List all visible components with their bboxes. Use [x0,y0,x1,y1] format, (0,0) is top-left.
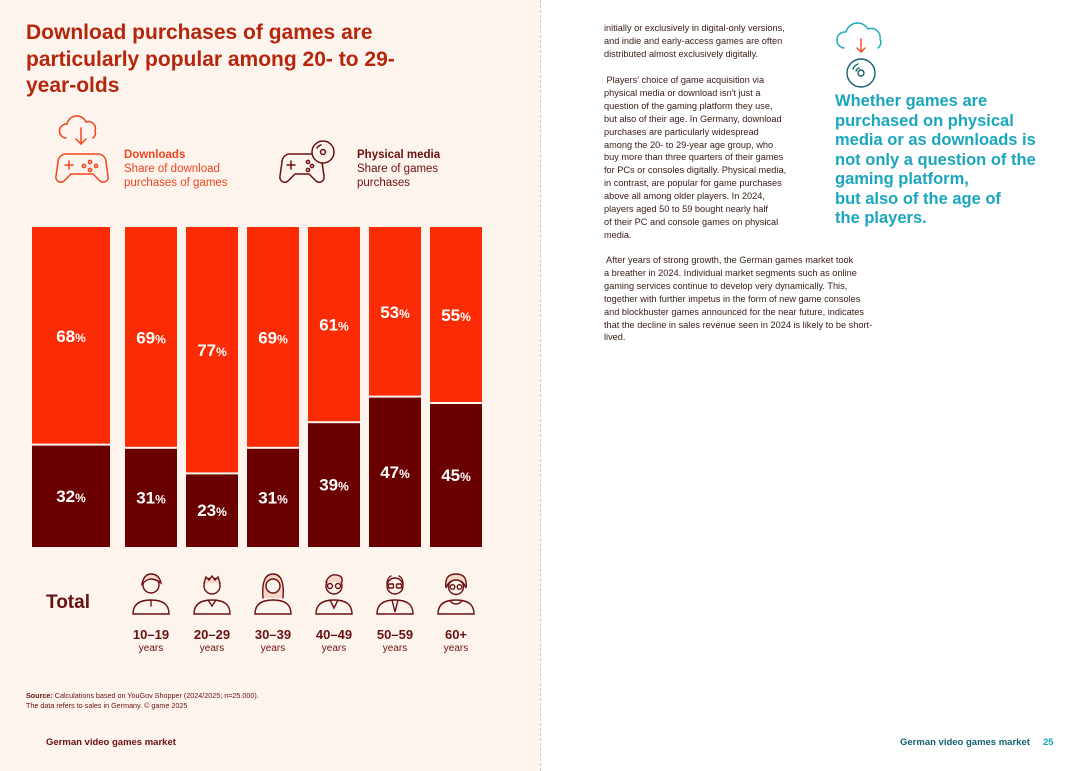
text-line: buy more than three quarters of their ga… [604,152,784,163]
text-line: and blockbuster games announced for the … [604,306,864,317]
legend-physical-desc-2: purchases [357,177,411,189]
data-label-downloads: 77% [197,341,227,360]
age-label-10-19: 10–19 years [132,627,170,654]
body-paragraph-1: initially or exclusively in digital-only… [604,22,809,61]
bar-downloads [369,227,421,396]
person-older-man-icon [376,575,414,615]
bar-physical [125,448,177,547]
text-line: that the decline in sales revenue seen i… [604,319,873,330]
age-label-60-plus: 60+ years [443,627,469,654]
bar-downloads [186,227,238,473]
data-label-physical: 45% [441,466,471,485]
text-line: gaming services continue to develop very… [604,280,848,291]
text-line: purchases are particularly widespread [604,126,759,137]
data-label-downloads: 69% [136,328,166,347]
bar-downloads [247,227,299,447]
text-line: of their PC and console games on physica… [604,216,779,227]
text-line: among the 20- to 29-year age group, who [604,139,774,150]
bar-downloads [125,227,177,447]
pull-quote: Whether games are purchased on physical … [835,92,1036,227]
age-label-40-49: 40–49 years [315,627,353,654]
page-divider [540,0,541,771]
data-label-downloads: 69% [258,328,288,347]
legend-downloads: Downloads Share of download purchases of… [52,114,292,194]
gamepad-download-icon [55,115,109,183]
bar-physical [186,474,238,547]
data-label-downloads: 68% [56,327,86,346]
legend-physical-title: Physical media [357,149,441,161]
footer-left: German video games market [46,737,176,748]
person-young-man-icon [193,574,231,615]
text-line: together with further impetus in the for… [604,293,861,304]
legend-downloads-desc-1: Share of download [124,163,220,175]
age-label-50-59: 50–59 years [376,627,414,654]
text-line: Players' choice of game acquisition via [604,75,765,85]
bar-downloads [32,227,110,444]
text-line: question of the gaming platform they use… [604,100,773,111]
source-note: Source: Calculations based on YouGov Sho… [26,691,259,710]
age-label-20-29: 20–29 years [193,627,231,654]
cloud-download-disc-icon [836,22,882,88]
text-line: initially or exclusively in digital-only… [604,23,785,33]
text-line: but also of their age. In Germany, downl… [604,113,782,124]
text-line: lived. [604,332,626,343]
bar-downloads [308,227,360,422]
data-label-physical: 23% [197,501,227,520]
text-line: physical media or download isn't just a [604,87,761,98]
data-label-physical: 32% [56,487,86,506]
text-line: players aged 50 to 59 bought nearly half [604,204,768,215]
data-label-downloads: 53% [380,303,410,322]
bar-physical [308,423,360,547]
data-label-physical: 47% [380,463,410,482]
data-label-physical: 31% [258,488,288,507]
data-label-downloads: 55% [441,306,471,325]
person-teen-icon [132,573,170,615]
total-label: Total [46,592,90,613]
gamepad-disc-icon [279,140,335,183]
text-line: above all among older players. In 2024, [604,191,765,202]
right-page: initially or exclusively in digital-only… [541,0,1080,771]
text-line: a breather in 2024. Individual market se… [604,267,857,278]
chart-title: Download purchases of games are particul… [26,21,395,97]
legend-physical-desc-1: Share of games [357,163,439,175]
data-label-physical: 39% [319,476,349,495]
text-line: media. [604,229,632,240]
bar-physical [369,397,421,547]
person-older-woman-icon [437,573,475,615]
bar-physical [247,448,299,547]
body-paragraph-3: After years of strong growth, the German… [604,254,904,344]
body-paragraph-2: Players' choice of game acquisition via p… [604,74,809,242]
age-label-30-39: 30–39 years [254,627,292,654]
person-woman-icon [254,573,292,615]
text-line: in contrast, are popular for game purcha… [604,178,782,189]
stacked-bar-chart: 68% 32% 69% 31% 77% 23% 69% 31% 61% 39% 53% 47% 55% 4… [32,227,482,547]
person-man-glasses-icon [315,574,353,615]
data-label-downloads: 61% [319,316,349,335]
data-label-physical: 31% [136,488,166,507]
text-line: After years of strong growth, the German… [604,255,854,265]
bar-downloads [430,227,482,402]
left-page: Download purchases of games are particul… [0,0,540,771]
page-number: 25 [1043,737,1054,748]
text-line: distributed almost exclusively digitally… [604,48,759,59]
bar-physical [32,445,110,547]
legend-downloads-desc-2: purchases of games [124,177,228,189]
text-line: and indie and early-access games are oft… [604,35,783,46]
bar-physical [430,404,482,547]
legend-downloads-title: Downloads [124,149,186,161]
legend-physical-media: Physical media Share of games purchases [276,114,516,194]
text-line: for PCs or consoles digitally. Physical … [604,165,787,176]
footer-right: German video games market [900,737,1030,748]
